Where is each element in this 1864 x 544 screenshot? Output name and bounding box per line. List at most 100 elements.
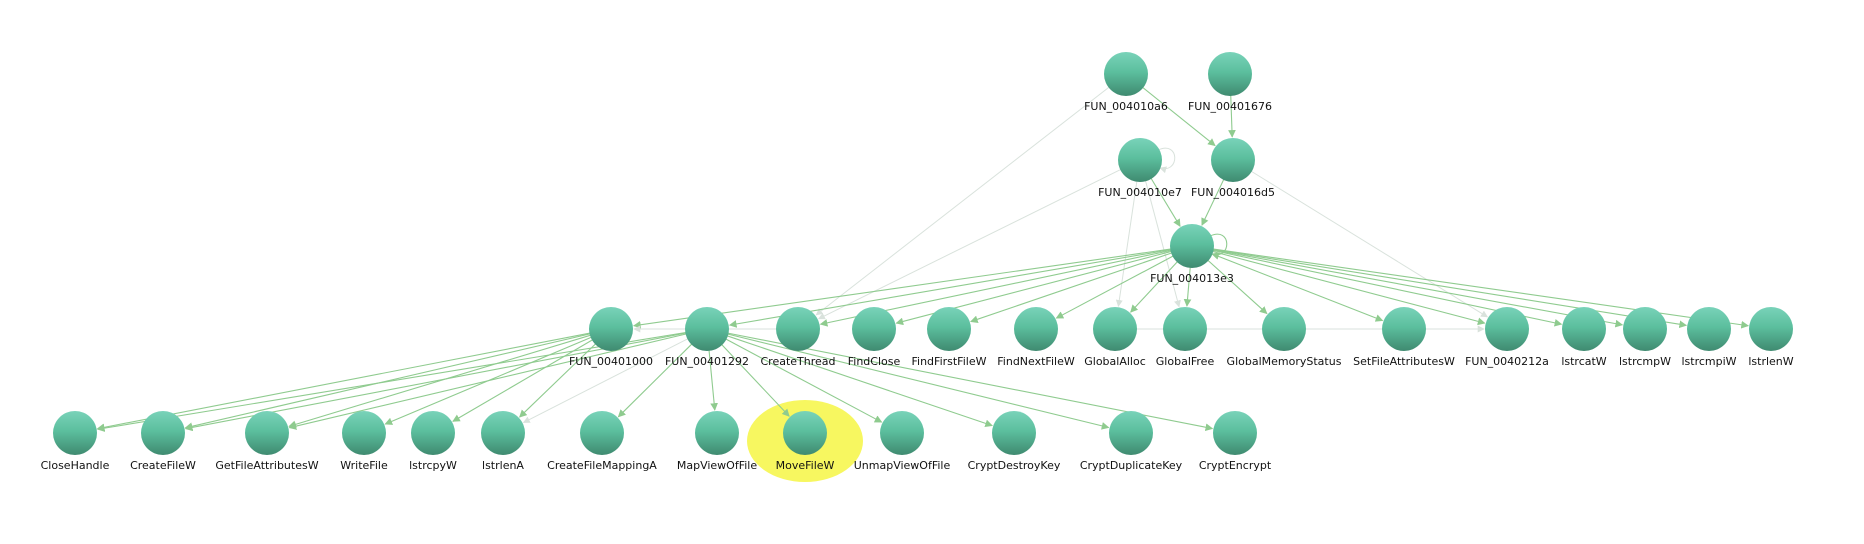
node-label: GlobalFree <box>1156 355 1215 368</box>
edge-n5-to-n21 <box>185 334 591 428</box>
graph-node[interactable]: WriteFile <box>340 411 388 472</box>
graph-node[interactable]: FUN_004013e3 <box>1150 224 1234 285</box>
graph-node[interactable]: CryptDestroyKey <box>968 411 1061 472</box>
node-circle[interactable] <box>1208 52 1252 96</box>
node-circle[interactable] <box>53 411 97 455</box>
graph-node[interactable]: UnmapViewOfFile <box>854 411 951 472</box>
graph-node[interactable]: lstrlenA <box>481 411 525 472</box>
nodes-layer: FUN_004010a6 FUN_00401676 FUN_004010e7 FUN_… <box>41 52 1794 472</box>
node-label: FUN_004016d5 <box>1191 186 1275 199</box>
graph-node[interactable]: lstrcatW <box>1561 307 1606 368</box>
node-circle[interactable] <box>1262 307 1306 351</box>
node-circle[interactable] <box>852 307 896 351</box>
node-circle[interactable] <box>685 307 729 351</box>
graph-node[interactable]: CloseHandle <box>41 411 110 472</box>
graph-node[interactable]: CreateFileMappingA <box>547 411 657 472</box>
node-circle[interactable] <box>1170 224 1214 268</box>
node-circle[interactable] <box>1485 307 1529 351</box>
node-label: FUN_00401676 <box>1188 100 1272 113</box>
edge-n4-to-n13 <box>1207 259 1267 313</box>
node-label: CreateThread <box>760 355 835 368</box>
node-label: GlobalAlloc <box>1084 355 1146 368</box>
graph-node[interactable]: FindClose <box>848 307 901 368</box>
node-label: lstrcpyW <box>409 459 457 472</box>
node-circle[interactable] <box>1109 411 1153 455</box>
node-circle[interactable] <box>481 411 525 455</box>
node-label: FindFirstFileW <box>912 355 987 368</box>
node-label: FUN_00401000 <box>569 355 653 368</box>
graph-node[interactable]: SetFileAttributesW <box>1353 307 1455 368</box>
edge-n2-to-n7 <box>819 169 1122 319</box>
node-circle[interactable] <box>580 411 624 455</box>
graph-node[interactable]: GlobalFree <box>1156 307 1215 368</box>
edge-n6-to-n22 <box>289 334 687 428</box>
node-circle[interactable] <box>783 411 827 455</box>
node-circle[interactable] <box>1623 307 1667 351</box>
node-label: lstrlenW <box>1748 355 1793 368</box>
node-circle[interactable] <box>1213 411 1257 455</box>
node-label: SetFileAttributesW <box>1353 355 1455 368</box>
node-circle[interactable] <box>992 411 1036 455</box>
graph-node[interactable]: GlobalAlloc <box>1084 307 1146 368</box>
node-label: CryptDuplicateKey <box>1080 459 1183 472</box>
node-circle[interactable] <box>776 307 820 351</box>
graph-node[interactable]: lstrlenW <box>1748 307 1793 368</box>
graph-node[interactable]: lstrcmpiW <box>1681 307 1736 368</box>
graph-node[interactable]: GlobalMemoryStatus <box>1227 307 1342 368</box>
node-label: CreateFileW <box>130 459 196 472</box>
node-label: FUN_00401292 <box>665 355 749 368</box>
graph-node[interactable]: FUN_004010e7 <box>1098 138 1182 199</box>
node-label: CreateFileMappingA <box>547 459 657 472</box>
graph-node[interactable]: lstrcpyW <box>409 411 457 472</box>
node-circle[interactable] <box>880 411 924 455</box>
node-circle[interactable] <box>1118 138 1162 182</box>
edge-n0-to-n3 <box>1142 87 1215 146</box>
node-label: CloseHandle <box>41 459 110 472</box>
graph-node[interactable]: MapViewOfFile <box>677 411 757 472</box>
node-label: FUN_004013e3 <box>1150 272 1234 285</box>
node-circle[interactable] <box>1382 307 1426 351</box>
node-label: MapViewOfFile <box>677 459 757 472</box>
node-label: FindClose <box>848 355 901 368</box>
node-label: GetFileAttributesW <box>215 459 318 472</box>
edge-n3-to-n15 <box>1250 170 1487 316</box>
node-label: FUN_0040212a <box>1465 355 1549 368</box>
edge-n4-to-n14 <box>1211 253 1383 320</box>
node-label: lstrcmpW <box>1619 355 1671 368</box>
edge-n4-to-n11 <box>1131 261 1179 312</box>
node-label: UnmapViewOfFile <box>854 459 951 472</box>
node-circle[interactable] <box>1562 307 1606 351</box>
node-circle[interactable] <box>141 411 185 455</box>
node-circle[interactable] <box>1014 307 1058 351</box>
graph-node[interactable]: FUN_004016d5 <box>1191 138 1275 199</box>
graph-node[interactable]: FUN_004010a6 <box>1084 52 1168 113</box>
node-label: FUN_004010e7 <box>1098 186 1182 199</box>
node-circle[interactable] <box>342 411 386 455</box>
node-circle[interactable] <box>589 307 633 351</box>
node-label: WriteFile <box>340 459 388 472</box>
graph-node[interactable]: FUN_0040212a <box>1465 307 1549 368</box>
graph-node[interactable]: FindNextFileW <box>997 307 1075 368</box>
edges-layer <box>98 86 1749 429</box>
node-label: GlobalMemoryStatus <box>1227 355 1342 368</box>
node-circle[interactable] <box>1211 138 1255 182</box>
node-circle[interactable] <box>1093 307 1137 351</box>
node-label: lstrcmpiW <box>1681 355 1736 368</box>
node-label: lstrlenA <box>482 459 524 472</box>
node-circle[interactable] <box>411 411 455 455</box>
node-circle[interactable] <box>1749 307 1793 351</box>
node-circle[interactable] <box>1104 52 1148 96</box>
edge-n4-to-n15 <box>1211 251 1484 323</box>
node-circle[interactable] <box>695 411 739 455</box>
node-label: CryptDestroyKey <box>968 459 1061 472</box>
node-circle[interactable] <box>927 307 971 351</box>
node-label: FUN_004010a6 <box>1084 100 1168 113</box>
node-circle[interactable] <box>1687 307 1731 351</box>
node-circle[interactable] <box>245 411 289 455</box>
node-label: lstrcatW <box>1561 355 1606 368</box>
graph-node[interactable]: FUN_00401676 <box>1188 52 1272 113</box>
graph-node[interactable]: FUN_00401292 <box>665 307 749 368</box>
node-circle[interactable] <box>1163 307 1207 351</box>
graph-node[interactable]: CryptEncrypt <box>1199 411 1272 472</box>
